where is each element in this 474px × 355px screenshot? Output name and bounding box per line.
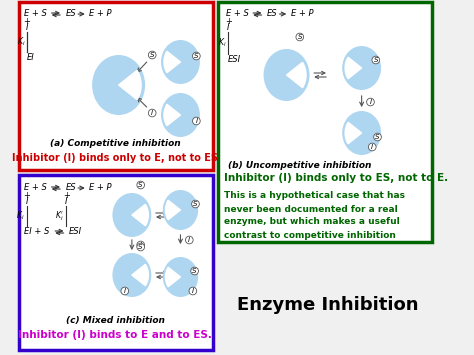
Text: Inhibitor (I) binds only to ES, not to E.: Inhibitor (I) binds only to ES, not to E… — [224, 173, 448, 183]
Text: +: + — [63, 191, 70, 201]
Text: (c) Mixed inhibition: (c) Mixed inhibition — [65, 316, 164, 324]
Text: I: I — [140, 242, 142, 248]
Circle shape — [112, 193, 151, 237]
Text: enzyme, but which makes a useful: enzyme, but which makes a useful — [224, 218, 400, 226]
Wedge shape — [132, 264, 148, 286]
Text: never been documented for a real: never been documented for a real — [224, 204, 398, 213]
Text: S: S — [138, 244, 143, 250]
Text: EI: EI — [27, 54, 35, 62]
Text: ESI: ESI — [228, 55, 241, 65]
Text: S: S — [193, 201, 198, 207]
Circle shape — [92, 55, 145, 115]
Text: I: I — [26, 197, 28, 207]
Text: I: I — [192, 288, 194, 294]
Text: $K_i'$: $K_i'$ — [55, 209, 64, 223]
Wedge shape — [164, 104, 181, 126]
Text: ES: ES — [267, 10, 278, 18]
Text: contrast to competitive inhibition: contrast to competitive inhibition — [224, 230, 396, 240]
Text: I: I — [124, 288, 126, 294]
Circle shape — [161, 40, 200, 84]
Text: +: + — [23, 17, 30, 27]
FancyBboxPatch shape — [219, 2, 432, 242]
Circle shape — [264, 49, 310, 101]
Text: $K_i$: $K_i$ — [218, 37, 226, 49]
Wedge shape — [286, 62, 306, 88]
Text: $K_i$: $K_i$ — [17, 36, 26, 48]
Text: S: S — [374, 57, 378, 63]
Text: I: I — [65, 197, 68, 207]
Text: I: I — [369, 99, 372, 105]
Text: $K_i$: $K_i$ — [16, 210, 25, 222]
Text: (a) Competitive inhibition: (a) Competitive inhibition — [50, 138, 181, 147]
Text: (b) Uncompetitive inhibition: (b) Uncompetitive inhibition — [228, 160, 372, 169]
Text: ES: ES — [65, 10, 76, 18]
Text: I: I — [195, 118, 198, 124]
Text: Inhibitor (I) binds to E and to ES.: Inhibitor (I) binds to E and to ES. — [18, 330, 212, 340]
Wedge shape — [165, 200, 181, 220]
Text: ESI: ESI — [69, 228, 82, 236]
Text: ES: ES — [65, 184, 76, 192]
Text: I: I — [151, 110, 153, 116]
Text: +: + — [23, 191, 30, 201]
Text: +: + — [225, 17, 232, 27]
Text: E + P: E + P — [90, 10, 112, 18]
Text: I: I — [26, 23, 28, 33]
Wedge shape — [345, 122, 362, 144]
Text: S: S — [150, 52, 155, 58]
Text: Inhibitor (I) binds only to E, not to ES: Inhibitor (I) binds only to E, not to ES — [12, 153, 218, 163]
Circle shape — [161, 93, 200, 137]
Circle shape — [163, 190, 198, 230]
Text: S: S — [192, 268, 197, 274]
Text: E + S: E + S — [24, 184, 47, 192]
Circle shape — [163, 257, 198, 297]
Text: E + S: E + S — [226, 10, 248, 18]
Circle shape — [112, 253, 151, 297]
Text: E + P: E + P — [291, 10, 313, 18]
FancyBboxPatch shape — [19, 2, 213, 170]
Text: Enzyme Inhibition: Enzyme Inhibition — [237, 296, 419, 314]
Wedge shape — [118, 70, 141, 100]
Text: I: I — [371, 144, 374, 150]
Circle shape — [342, 46, 381, 90]
Text: S: S — [298, 34, 302, 40]
Text: EI + S: EI + S — [24, 228, 49, 236]
Wedge shape — [164, 51, 181, 73]
Text: S: S — [194, 53, 199, 59]
Text: I: I — [227, 23, 229, 33]
Text: S: S — [375, 134, 380, 140]
Text: E + P: E + P — [90, 184, 112, 192]
Wedge shape — [345, 57, 362, 79]
Circle shape — [342, 111, 381, 155]
Wedge shape — [132, 204, 148, 226]
Text: S: S — [138, 182, 143, 188]
Text: E + S: E + S — [24, 10, 47, 18]
FancyBboxPatch shape — [19, 175, 213, 350]
Text: I: I — [188, 237, 191, 243]
Wedge shape — [165, 267, 181, 287]
Text: This is a hypothetical case that has: This is a hypothetical case that has — [224, 191, 405, 201]
